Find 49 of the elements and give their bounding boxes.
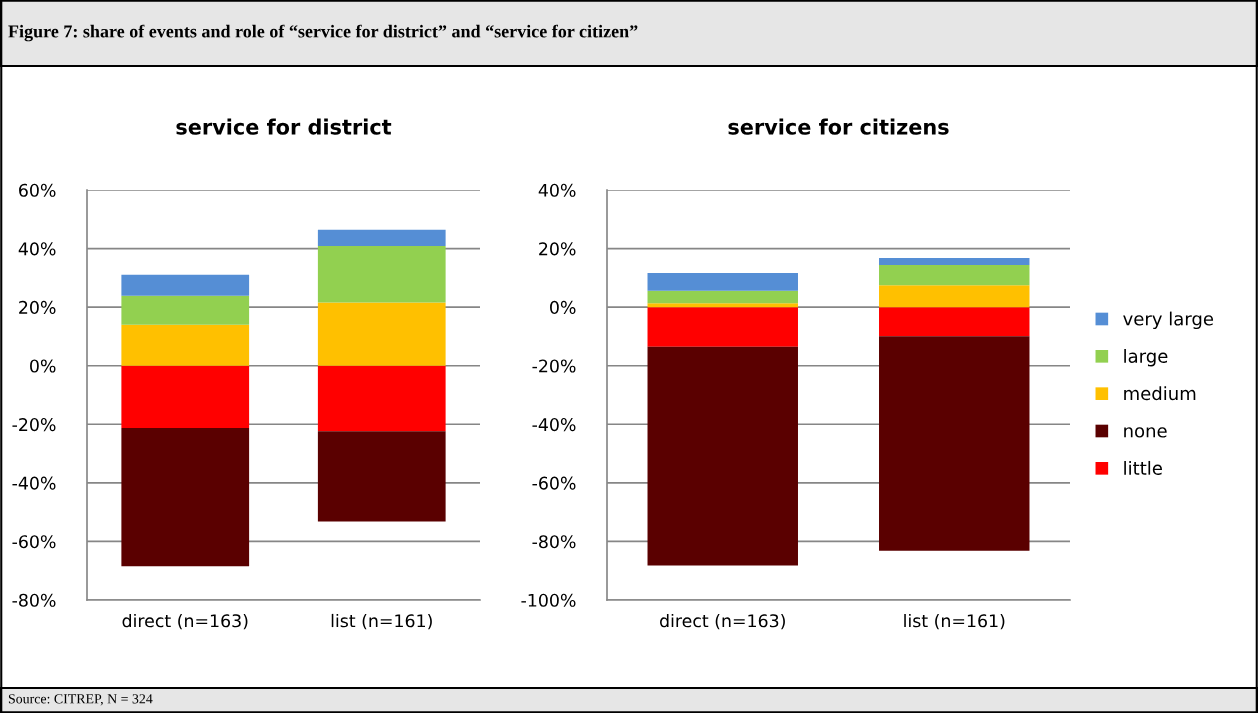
legend-label: medium [1124,386,1196,401]
y-tick-label: -80% [12,593,56,607]
legend-label: little [1124,460,1162,475]
x-tick-label: direct (n=163) [660,613,785,630]
chart-title: service for citizens [728,118,949,135]
bar [647,303,798,308]
bar [879,307,1030,337]
y-tick-label: -60% [532,476,576,490]
bar [121,428,250,567]
bar [879,336,1030,551]
y-tick-label: 20% [19,300,56,314]
bar [647,346,798,566]
x-tick-label: list (n=161) [904,613,1005,630]
bar [121,324,250,366]
bar [879,257,1030,265]
bar [317,245,446,303]
x-tick-label: list (n=161) [331,613,432,630]
bar [317,229,446,246]
bar [647,290,798,304]
y-tick-label: -60% [12,535,56,549]
caption: Figure 7: share of events and role of “service for district” and “service for citizen” [8,24,638,42]
bar [121,365,250,429]
y-tick-label: -20% [12,418,56,432]
bar [121,274,250,296]
y-tick-label: 40% [538,183,576,197]
bar [879,264,1030,286]
legend-label: very large [1123,311,1214,330]
legend-label: none [1124,427,1167,438]
bar [121,295,250,325]
y-tick-label: -20% [532,359,576,373]
bar [647,272,798,291]
y-tick-label: 60% [19,183,56,197]
y-tick-label: -40% [532,418,576,432]
bar [317,365,446,432]
bar [317,302,446,366]
chart-title: service for district [176,118,392,135]
y-tick-label: -40% [12,476,56,490]
y-tick-label: -80% [532,535,576,549]
y-tick-label: -100% [521,593,576,607]
bar [317,431,446,522]
bar [647,307,798,347]
y-tick-label: 0% [30,359,56,373]
y-tick-label: 20% [539,242,576,256]
y-tick-label: 40% [18,242,56,256]
bar [879,285,1030,308]
x-tick-label: direct (n=163) [122,613,248,630]
y-tick-label: 0% [550,300,576,314]
source-note: Source: CITREP, N = 324 [8,694,153,706]
legend-label: large [1124,348,1168,367]
